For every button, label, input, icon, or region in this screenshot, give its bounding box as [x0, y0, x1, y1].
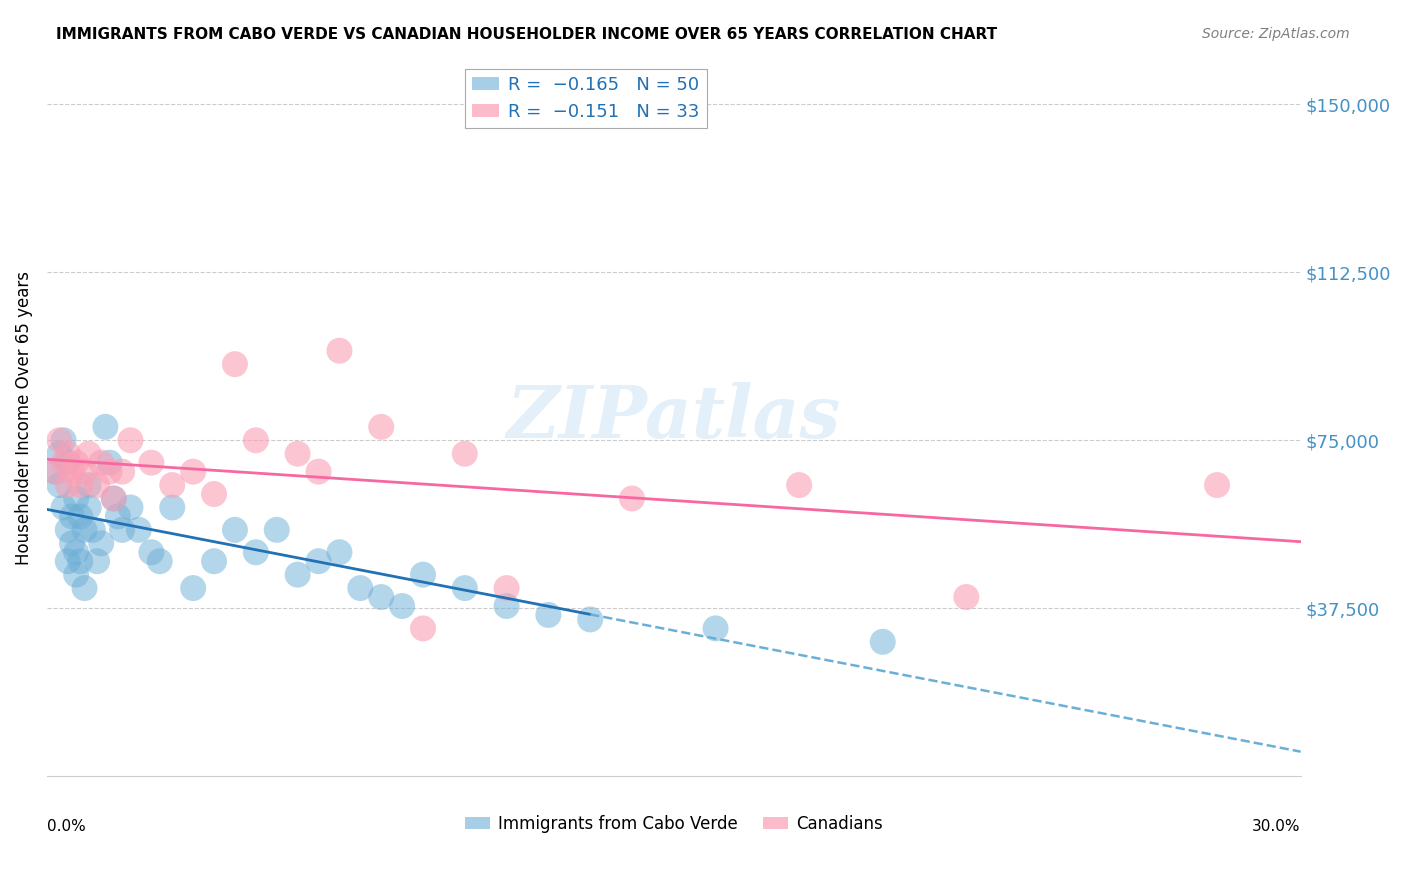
Y-axis label: Householder Income Over 65 years: Householder Income Over 65 years	[15, 271, 32, 565]
Immigrants from Cabo Verde	[245, 545, 267, 559]
Immigrants from Cabo Verde	[872, 635, 894, 649]
Immigrants from Cabo Verde	[391, 599, 413, 613]
Canadians	[370, 420, 392, 434]
Immigrants from Cabo Verde	[52, 500, 75, 515]
Immigrants from Cabo Verde	[308, 554, 330, 568]
Immigrants from Cabo Verde	[704, 621, 727, 635]
Immigrants from Cabo Verde	[349, 581, 371, 595]
Text: ZIPatlas: ZIPatlas	[506, 383, 841, 453]
Canadians	[454, 447, 477, 461]
Canadians	[56, 478, 79, 492]
Immigrants from Cabo Verde	[412, 567, 434, 582]
Canadians	[495, 581, 517, 595]
Immigrants from Cabo Verde	[60, 509, 83, 524]
Canadians	[412, 621, 434, 635]
Immigrants from Cabo Verde	[120, 500, 142, 515]
Canadians	[202, 487, 225, 501]
Immigrants from Cabo Verde	[495, 599, 517, 613]
Canadians	[69, 478, 91, 492]
Immigrants from Cabo Verde	[48, 447, 70, 461]
Immigrants from Cabo Verde	[266, 523, 288, 537]
Immigrants from Cabo Verde	[56, 456, 79, 470]
Immigrants from Cabo Verde	[103, 491, 125, 506]
Immigrants from Cabo Verde	[162, 500, 184, 515]
Canadians	[224, 357, 246, 371]
Canadians	[245, 434, 267, 448]
Canadians	[111, 465, 134, 479]
Canadians	[48, 434, 70, 448]
Immigrants from Cabo Verde	[454, 581, 477, 595]
Canadians	[60, 465, 83, 479]
Canadians	[98, 465, 121, 479]
Canadians	[77, 447, 100, 461]
Immigrants from Cabo Verde	[60, 536, 83, 550]
Immigrants from Cabo Verde	[98, 456, 121, 470]
Canadians	[181, 465, 204, 479]
Immigrants from Cabo Verde	[149, 554, 172, 568]
Canadians	[52, 456, 75, 470]
Canadians	[90, 456, 112, 470]
Text: 30.0%: 30.0%	[1253, 819, 1301, 834]
Immigrants from Cabo Verde	[44, 465, 66, 479]
Canadians	[44, 465, 66, 479]
Immigrants from Cabo Verde	[90, 536, 112, 550]
Immigrants from Cabo Verde	[224, 523, 246, 537]
Immigrants from Cabo Verde	[65, 491, 87, 506]
Immigrants from Cabo Verde	[202, 554, 225, 568]
Canadians	[328, 343, 350, 358]
Immigrants from Cabo Verde	[82, 523, 104, 537]
Immigrants from Cabo Verde	[181, 581, 204, 595]
Immigrants from Cabo Verde	[128, 523, 150, 537]
Canadians	[86, 478, 108, 492]
Canadians	[120, 434, 142, 448]
Canadians	[103, 491, 125, 506]
Canadians	[287, 447, 309, 461]
Canadians	[787, 478, 810, 492]
Immigrants from Cabo Verde	[69, 554, 91, 568]
Immigrants from Cabo Verde	[52, 434, 75, 448]
Immigrants from Cabo Verde	[86, 554, 108, 568]
Immigrants from Cabo Verde	[94, 420, 117, 434]
Immigrants from Cabo Verde	[537, 607, 560, 622]
Text: Source: ZipAtlas.com: Source: ZipAtlas.com	[1202, 27, 1350, 41]
Immigrants from Cabo Verde	[77, 500, 100, 515]
Immigrants from Cabo Verde	[77, 478, 100, 492]
Immigrants from Cabo Verde	[48, 478, 70, 492]
Canadians	[955, 590, 977, 604]
Immigrants from Cabo Verde	[111, 523, 134, 537]
Canadians	[620, 491, 643, 506]
Immigrants from Cabo Verde	[73, 523, 96, 537]
Immigrants from Cabo Verde	[287, 567, 309, 582]
Canadians	[141, 456, 163, 470]
Immigrants from Cabo Verde	[579, 612, 602, 626]
Immigrants from Cabo Verde	[56, 554, 79, 568]
Canadians	[308, 465, 330, 479]
Legend: R =  −0.165   N = 50, R =  −0.151   N = 33: R = −0.165 N = 50, R = −0.151 N = 33	[465, 69, 707, 128]
Immigrants from Cabo Verde	[73, 581, 96, 595]
Immigrants from Cabo Verde	[65, 567, 87, 582]
Immigrants from Cabo Verde	[65, 545, 87, 559]
Canadians	[56, 447, 79, 461]
Canadians	[65, 456, 87, 470]
Immigrants from Cabo Verde	[56, 523, 79, 537]
Immigrants from Cabo Verde	[328, 545, 350, 559]
Immigrants from Cabo Verde	[141, 545, 163, 559]
Canadians	[73, 465, 96, 479]
Immigrants from Cabo Verde	[370, 590, 392, 604]
Text: IMMIGRANTS FROM CABO VERDE VS CANADIAN HOUSEHOLDER INCOME OVER 65 YEARS CORRELAT: IMMIGRANTS FROM CABO VERDE VS CANADIAN H…	[56, 27, 997, 42]
Immigrants from Cabo Verde	[107, 509, 129, 524]
Text: 0.0%: 0.0%	[46, 819, 86, 834]
Canadians	[1206, 478, 1229, 492]
Immigrants from Cabo Verde	[69, 509, 91, 524]
Canadians	[162, 478, 184, 492]
